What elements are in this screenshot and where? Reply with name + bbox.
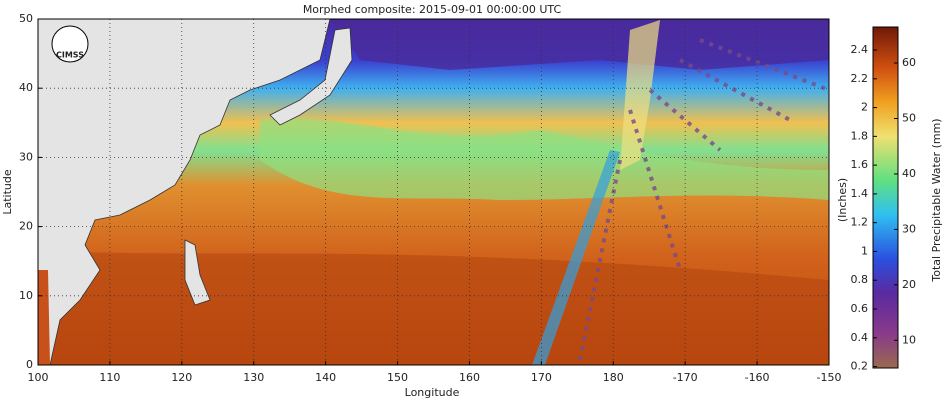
x-tick-label: 170	[531, 371, 552, 384]
y-tick-label: 50	[19, 12, 33, 25]
tropical-moisture	[38, 250, 829, 365]
colorbar-mm-label: 40	[902, 167, 916, 180]
logo-text: CIMSS	[56, 51, 84, 60]
ocean-edge	[38, 270, 50, 365]
colorbar-inch-label: 2.4	[851, 43, 869, 56]
colorbar-inch-label: 0.2	[851, 360, 869, 373]
land-asia	[38, 19, 331, 365]
x-tick-label: 140	[315, 371, 336, 384]
y-tick-label: 40	[19, 81, 33, 94]
orbit-gaps	[578, 38, 829, 361]
y-tick-label: 0	[26, 358, 33, 371]
land-japan	[269, 27, 353, 126]
colorbar-inch-label: 2	[861, 101, 868, 114]
plume	[620, 20, 660, 170]
colorbar-inch-label: 0.8	[851, 273, 869, 286]
x-tick-label: 160	[459, 371, 480, 384]
colorbar-inch-label: 1.4	[851, 187, 869, 200]
y-tick-label: 20	[19, 220, 33, 233]
x-tick-label: 100	[28, 371, 49, 384]
logo-badge	[51, 25, 89, 63]
colorbar-left-label: (Inches)	[836, 178, 849, 222]
logo: CIMSS	[51, 25, 89, 63]
colorbar-inch-label: 1.6	[851, 158, 869, 171]
x-tick-label: -170	[673, 371, 698, 384]
colorbar-right-label: Total Precipitable Water (mm)	[930, 118, 943, 282]
y-tick-label: 10	[19, 289, 33, 302]
colorbar-mm-label: 30	[902, 222, 916, 235]
x-axis-label: Longitude	[405, 386, 460, 399]
colorbar-inch-label: 1.8	[851, 129, 869, 142]
title: Morphed composite: 2015-09-01 00:00:00 U…	[303, 3, 562, 16]
dry-region	[330, 19, 829, 70]
y-tick-label: 30	[19, 150, 33, 163]
colorbar	[872, 26, 899, 369]
x-tick-label: 130	[243, 371, 264, 384]
colorbar-mm-label: 60	[902, 56, 916, 69]
colorbar-inch-label: 0.6	[851, 302, 869, 315]
x-tick-label: -150	[817, 371, 842, 384]
y-axis-label: Latitude	[1, 169, 14, 215]
x-tick-label: 120	[171, 371, 192, 384]
colorbar-mm-label: 10	[902, 333, 916, 346]
x-tick-label: 150	[387, 371, 408, 384]
swath-artifact	[532, 150, 620, 365]
x-tick-label: 180	[603, 371, 624, 384]
colorbar-mm-label: 20	[902, 278, 916, 291]
colorbar-inch-label: 1	[861, 244, 868, 257]
colorbar-inch-label: 0.4	[851, 331, 869, 344]
plot-frame	[37, 18, 830, 366]
x-tick-label: -160	[745, 371, 770, 384]
colorbar-inch-label: 1.2	[851, 216, 869, 229]
moist-band	[260, 118, 829, 200]
map-image	[38, 19, 829, 365]
colorbar-inch-label: 2.2	[851, 72, 869, 85]
x-tick-label: 110	[99, 371, 120, 384]
colorbar-mm-label: 50	[902, 111, 916, 124]
land-philippines	[184, 239, 211, 306]
